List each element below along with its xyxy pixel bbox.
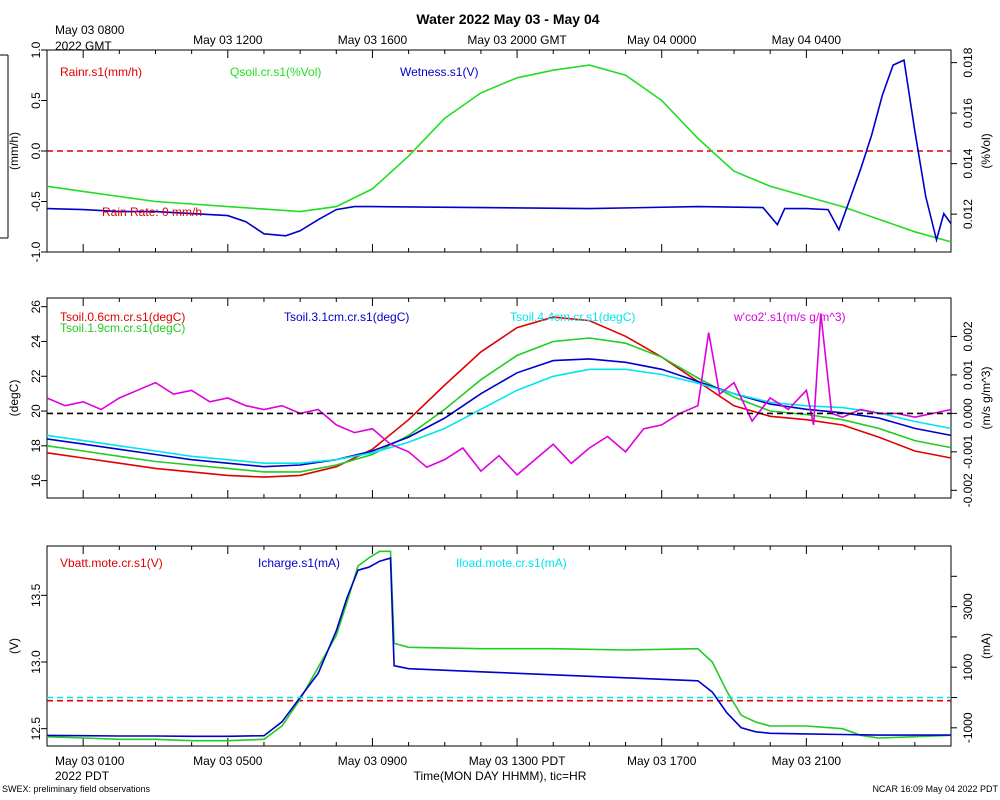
- y-left-axis-label: (degC): [7, 380, 21, 417]
- y-right-tick-label: -1000: [961, 712, 975, 743]
- legend-label: w'co2'.s1(m/s g/m^3): [733, 310, 846, 324]
- legend-label: Vbatt.mote.cr.s1(V): [60, 556, 163, 570]
- y-left-tick-label: 13.0: [29, 650, 43, 674]
- y-left-tick-label: -0.5: [29, 191, 43, 212]
- y-right-axis-label: (mA): [979, 633, 993, 659]
- top-axis-year-label: 2022 GMT: [55, 39, 112, 53]
- bottom-time-tick-label: May 03 0500: [193, 754, 263, 768]
- y-left-axis-label: (mm/h): [7, 132, 21, 170]
- series-line: [46, 358, 952, 468]
- legend-label: Qsoil.cr.s1(%Vol): [230, 65, 321, 79]
- y-left-tick-label: 26: [29, 300, 43, 314]
- series-line: [46, 550, 952, 742]
- y-right-axis-label: (m/s g/m^3): [979, 367, 993, 430]
- top-time-tick-label: May 03 0800: [55, 23, 125, 37]
- series-line: [46, 64, 952, 243]
- y-right-tick-label: -0.002: [961, 473, 975, 507]
- y-right-tick-label: -0.001: [961, 435, 975, 469]
- y-left-tick-label: 13.5: [29, 583, 43, 607]
- top-time-tick-label: May 03 1600: [338, 33, 408, 47]
- rain-rate-annotation: Rain Rate: 0 mm/h: [102, 205, 202, 219]
- y-right-tick-label: 0.014: [961, 148, 975, 178]
- series-line: [46, 316, 952, 478]
- bottom-time-tick-label: May 03 0100: [55, 754, 125, 768]
- y-left-tick-label: -1.0: [29, 241, 43, 262]
- legend-label: Tsoil.1.9cm.cr.s1(degC): [60, 321, 185, 335]
- y-left-tick-label: 24: [29, 334, 43, 348]
- y-right-tick-label: 0.012: [961, 199, 975, 229]
- y-left-tick-label: 0.0: [29, 142, 43, 159]
- series-line: [46, 58, 952, 244]
- y-left-tick-label: 0.5: [29, 92, 43, 109]
- y-left-tick-label: 22: [29, 369, 43, 383]
- bottom-time-tick-label: May 03 0900: [338, 754, 408, 768]
- y-left-tick-label: 16: [29, 474, 43, 488]
- footer-right-note: NCAR 16:09 May 04 2022 PDT: [872, 784, 998, 794]
- legend-label: Iload.mote.cr.s1(mA): [456, 556, 567, 570]
- y-right-tick-label: 1000: [961, 654, 975, 681]
- top-time-tick-label: May 04 0000: [627, 33, 697, 47]
- series-line: [46, 368, 952, 465]
- y-left-tick-label: 1.0: [29, 41, 43, 58]
- y-right-tick-label: 0.002: [961, 321, 975, 351]
- bottom-time-tick-label: May 03 1700: [627, 754, 697, 768]
- bottom-time-tick-label: May 03 1300 PDT: [469, 754, 566, 768]
- series-line: [46, 313, 952, 477]
- legend-label: Icharge.s1(mA): [258, 556, 340, 570]
- top-time-tick-label: May 04 0400: [772, 33, 842, 47]
- plot-frame: [46, 545, 952, 747]
- chart-title: Water 2022 May 03 - May 04: [416, 11, 599, 27]
- y-right-tick-label: 0.000: [961, 398, 975, 428]
- legend-label: Tsoil.0.6cm.cr.s1(degC): [60, 310, 185, 324]
- y-left-axis-label: (V): [7, 638, 21, 654]
- y-right-tick-label: 0.001: [961, 360, 975, 390]
- series-line: [46, 557, 951, 738]
- top-time-tick-label: May 03 2000 GMT: [467, 33, 567, 47]
- top-time-tick-label: May 03 1200: [193, 33, 263, 47]
- y-left-tick-label: 20: [29, 404, 43, 418]
- y-left-tick-label: 18: [29, 439, 43, 453]
- y-right-tick-label: 0.018: [961, 47, 975, 77]
- bottom-time-tick-label: May 03 2100: [772, 754, 842, 768]
- y-right-tick-label: 3000: [961, 593, 975, 620]
- footer-left-note: SWEX: preliminary field observations: [2, 784, 151, 794]
- y-left-tick-label: 12.5: [29, 717, 43, 741]
- y-right-axis-label: (%Vol): [979, 133, 993, 168]
- legend-label: Wetness.s1(V): [400, 65, 478, 79]
- legend-label: Rainr.s1(mm/h): [60, 65, 142, 79]
- legend-label: Tsoil.4.4cm.cr.s1(degC): [510, 310, 635, 324]
- x-axis-label: Time(MON DAY HHMM), tic=HR: [414, 769, 587, 783]
- legend-label: Tsoil.3.1cm.cr.s1(degC): [284, 310, 409, 324]
- y-right-tick-label: 0.016: [961, 98, 975, 128]
- bottom-axis-year-label: 2022 PDT: [55, 769, 110, 783]
